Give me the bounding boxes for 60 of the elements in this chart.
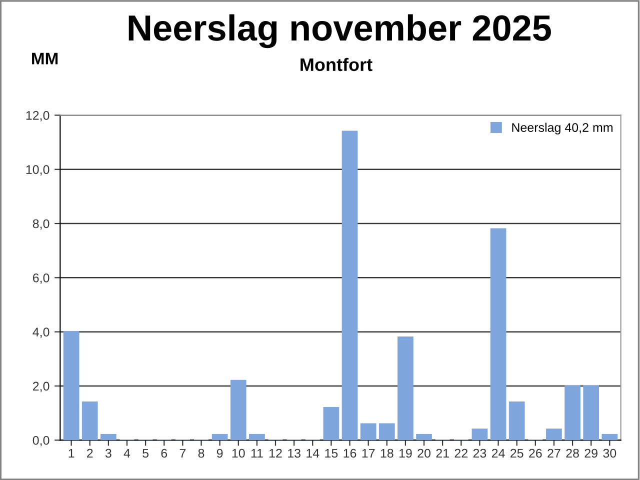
bar (546, 428, 562, 440)
x-tick-label: 18 (380, 448, 394, 458)
x-tick-label: 25 (510, 448, 524, 458)
x-tick-label: 8 (198, 448, 204, 458)
x-tick-label: 10 (232, 448, 245, 458)
x-tick-label: 5 (142, 448, 149, 458)
x-tick-label: 30 (603, 448, 616, 458)
bar (564, 385, 580, 440)
bar (249, 434, 265, 440)
x-tick-label: 15 (325, 448, 338, 458)
x-tick-label: 16 (344, 448, 356, 458)
chart-subtitle: Montfort (300, 58, 372, 72)
x-tick-label: 2 (87, 448, 93, 458)
bar (508, 402, 525, 440)
x-tick-label: 19 (399, 448, 412, 458)
x-tick-label: 29 (584, 448, 598, 458)
x-tick-label: 12 (270, 448, 282, 458)
x-tick-label: 26 (529, 448, 542, 458)
x-tick-label: 4 (124, 448, 130, 458)
y-tick-label: 12,0 (26, 111, 50, 122)
bar (63, 331, 80, 440)
x-tick-label: 24 (492, 448, 505, 458)
bar (82, 402, 98, 440)
y-tick-label: 6,0 (33, 273, 50, 284)
x-tick-label: 14 (306, 448, 320, 458)
bar (472, 428, 488, 440)
y-tick-label: 8,0 (32, 219, 50, 230)
x-tick-label: 1 (68, 448, 74, 458)
x-tick-label: 17 (362, 448, 375, 458)
bar (230, 380, 246, 440)
x-tick-label: 21 (436, 448, 449, 458)
y-tick-label: 2,0 (32, 382, 50, 392)
x-tick-label: 3 (105, 448, 112, 458)
bar (398, 336, 414, 440)
bar (342, 130, 358, 440)
bar (323, 406, 340, 440)
x-tick-label: 23 (473, 448, 486, 458)
bar (212, 434, 228, 440)
x-tick-label: 28 (566, 448, 579, 458)
x-tick-label: 11 (251, 448, 263, 458)
bar (583, 385, 600, 440)
x-tick-label: 6 (161, 448, 168, 458)
x-tick-label: 27 (548, 448, 560, 458)
x-tick-label: 13 (288, 448, 300, 458)
y-tick-label: 4,0 (32, 328, 50, 338)
x-tick-label: 9 (216, 448, 223, 458)
y-axis-title: MM (32, 52, 58, 64)
bar (416, 434, 432, 440)
x-tick-label: 20 (418, 448, 430, 458)
bar (378, 423, 395, 440)
chart-title: Neerslag november 2025 (128, 14, 551, 48)
bar (602, 434, 618, 440)
bar (100, 434, 116, 440)
y-tick-label: 10,0 (26, 165, 50, 176)
bar (360, 423, 376, 440)
x-tick-label: 22 (454, 448, 468, 458)
legend-label: Neerslag 40,2 mm (512, 122, 612, 134)
x-tick-label: 7 (180, 448, 186, 458)
y-tick-label: 0,0 (32, 436, 50, 446)
bar (490, 228, 506, 440)
